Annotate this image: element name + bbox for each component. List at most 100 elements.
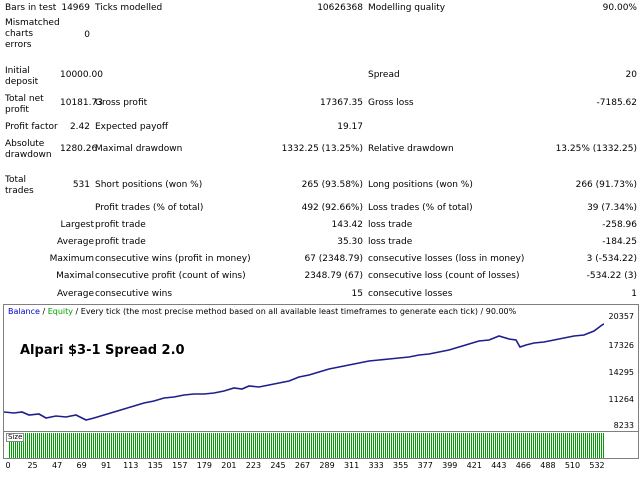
volume-bar: [521, 433, 522, 458]
legend-separator: /: [39, 307, 48, 316]
initial-deposit-value: 10000.00: [60, 70, 103, 80]
volume-bar: [549, 433, 550, 458]
volume-bar: [105, 433, 106, 458]
volume-bar: [111, 433, 112, 458]
modelling-quality-value: 90.00%: [602, 3, 637, 13]
volume-bar: [121, 433, 122, 458]
volume-bar: [89, 433, 90, 458]
x-tick-label: 289: [319, 461, 335, 470]
volume-bar: [535, 433, 536, 458]
volume-bar: [459, 433, 460, 458]
volume-bar: [135, 433, 136, 458]
volume-bar: [401, 433, 402, 458]
volume-bar: [43, 433, 44, 458]
y-label: 14295: [608, 368, 634, 377]
volume-bar: [215, 433, 216, 458]
volume-bar: [331, 433, 332, 458]
volume-bar: [167, 433, 168, 458]
volume-bar: [15, 433, 16, 458]
volume-bar: [421, 433, 422, 458]
volume-bar: [545, 433, 546, 458]
volume-bar: [319, 433, 320, 458]
volume-bar: [505, 433, 506, 458]
volume-bar: [363, 433, 364, 458]
volume-bar: [377, 433, 378, 458]
volume-bar: [177, 433, 178, 458]
volume-bar: [429, 433, 430, 458]
volume-bar: [147, 433, 148, 458]
volume-bar: [49, 433, 50, 458]
x-tick-label: 245: [270, 461, 286, 470]
loss-trades-value: 39 (7.34%): [587, 203, 637, 213]
volume-bar: [173, 433, 174, 458]
equity-legend: Equity: [47, 307, 73, 316]
volume-bar: [369, 433, 370, 458]
volume-bar: [109, 433, 110, 458]
volume-bar: [423, 433, 424, 458]
volume-bar: [371, 433, 372, 458]
volume-bar: [583, 433, 584, 458]
x-tick-label: 267: [294, 461, 311, 470]
volume-bar: [73, 433, 74, 458]
total-trades-value: 531: [72, 180, 90, 190]
max-consecutive-losses-value: 3 (-534.22): [586, 254, 637, 264]
average-consecutive-wins-label: consecutive wins: [95, 289, 173, 299]
volume-bar: [365, 433, 366, 458]
volume-bar: [501, 433, 502, 458]
expected-payoff-label: Expected payoff: [95, 122, 169, 132]
volume-bar: [495, 433, 496, 458]
x-tick-label: 355: [393, 461, 409, 470]
spread-label: Spread: [368, 70, 400, 80]
average-consecutive-losses-value: 1: [631, 289, 637, 299]
volume-bar: [249, 433, 250, 458]
volume-bar: [45, 433, 46, 458]
volume-bar: [483, 433, 484, 458]
volume-bar: [453, 433, 454, 458]
volume-bar: [205, 433, 206, 458]
volume-bar: [163, 433, 164, 458]
x-tick-label: 201: [221, 461, 237, 470]
ticks-modelled-label: Ticks modelled: [95, 3, 163, 13]
volume-bar: [479, 433, 480, 458]
volume-bar: [289, 433, 290, 458]
largest-loss-trade-label: loss trade: [368, 220, 413, 230]
short-positions-label: Short positions (won %): [95, 180, 203, 190]
volume-bar: [279, 433, 280, 458]
volume-bar: [37, 433, 38, 458]
long-positions-label: Long positions (won %): [368, 180, 473, 190]
volume-bar: [229, 433, 230, 458]
volume-bar: [295, 433, 296, 458]
volume-bar: [317, 433, 318, 458]
volume-bar: [159, 433, 160, 458]
short-positions-value: 265 (93.58%): [301, 180, 363, 190]
volume-bar: [391, 433, 392, 458]
volume-bar: [335, 433, 336, 458]
x-tick-label: 25: [27, 461, 38, 470]
volume-bar: [531, 433, 532, 458]
volume-bar: [97, 433, 98, 458]
profit-factor-label: Profit factor: [5, 122, 58, 132]
volume-bar: [367, 433, 368, 458]
volume-bar: [165, 433, 166, 458]
maximal-drawdown-value: 1332.25 (13.25%): [281, 144, 363, 154]
volume-bar: [487, 433, 488, 458]
volume-bar: [525, 433, 526, 458]
average-profit-trade-value: 35.30: [337, 237, 363, 247]
volume-bar: [333, 433, 334, 458]
volume-bar: [63, 433, 64, 458]
volume-bar: [29, 433, 30, 458]
volume-bar: [537, 433, 538, 458]
volume-bar: [445, 433, 446, 458]
volume-bar: [559, 433, 560, 458]
volume-bars: [9, 433, 604, 458]
volume-bar: [327, 433, 328, 458]
volume-bar: [99, 433, 100, 458]
volume-bar: [463, 433, 464, 458]
volume-bar: [101, 433, 102, 458]
volume-bar: [569, 433, 570, 458]
volume-bar: [129, 433, 130, 458]
volume-bar: [217, 433, 218, 458]
volume-bar: [351, 433, 352, 458]
volume-bar: [407, 433, 408, 458]
volume-bar: [157, 433, 158, 458]
